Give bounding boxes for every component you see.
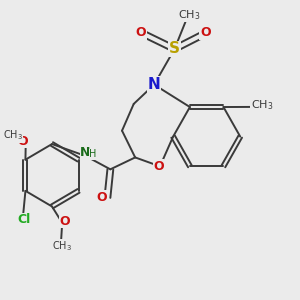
Text: CH$_3$: CH$_3$ [178, 8, 200, 22]
Text: CH$_3$: CH$_3$ [3, 128, 22, 142]
Text: O: O [200, 26, 211, 39]
Text: N: N [148, 77, 161, 92]
Text: O: O [17, 135, 28, 148]
Text: O: O [153, 160, 164, 173]
Text: N: N [80, 146, 91, 160]
Text: S: S [169, 41, 180, 56]
Text: CH$_3$: CH$_3$ [52, 240, 72, 254]
Text: O: O [96, 191, 107, 204]
Text: Cl: Cl [18, 213, 31, 226]
Text: O: O [60, 215, 70, 228]
Text: CH$_3$: CH$_3$ [251, 98, 273, 112]
Text: O: O [136, 26, 146, 39]
Text: H: H [89, 149, 97, 160]
